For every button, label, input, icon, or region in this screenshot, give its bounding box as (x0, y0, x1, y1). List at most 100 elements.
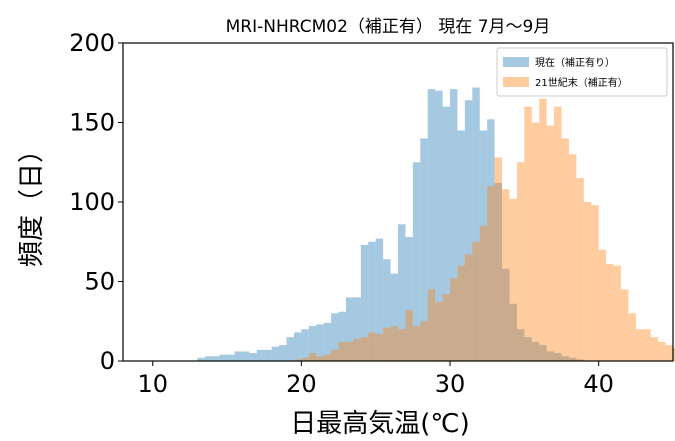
x-tick-label: 40 (583, 370, 614, 398)
bar (472, 241, 480, 361)
x-tick-label: 10 (137, 370, 168, 398)
bar (531, 341, 540, 361)
x-tick-label: 30 (435, 370, 466, 398)
bar (650, 337, 659, 361)
bar (576, 178, 584, 361)
bar (509, 198, 517, 361)
bar (583, 202, 592, 361)
bar (405, 236, 413, 361)
bar (219, 354, 228, 361)
bar (561, 138, 569, 361)
bar (264, 349, 272, 361)
bar (524, 106, 532, 361)
bar (658, 341, 666, 361)
bar (405, 310, 413, 361)
legend-label-current: 現在（補正有り） (535, 56, 615, 69)
bar (249, 353, 257, 361)
bar (293, 332, 302, 361)
bar (316, 324, 324, 361)
bar (375, 238, 384, 361)
bar (383, 259, 391, 361)
bar (464, 254, 473, 361)
bar (450, 278, 458, 361)
bar (628, 313, 636, 361)
bar (353, 297, 361, 361)
bar (308, 353, 317, 361)
bar (368, 241, 376, 361)
bar (442, 294, 451, 361)
chart-title: MRI-NHRCM02（補正有） 現在 7月～9月 (226, 17, 551, 37)
bar (345, 297, 354, 361)
bar (435, 90, 443, 361)
bar (197, 357, 205, 361)
bar (420, 321, 428, 361)
bar (301, 357, 309, 361)
bar (635, 329, 644, 361)
bar (546, 351, 555, 361)
bar (241, 351, 250, 361)
bar (524, 337, 532, 361)
bar (360, 244, 369, 361)
bar (568, 154, 577, 361)
bar (420, 138, 428, 361)
bar (606, 264, 614, 361)
bar (487, 186, 495, 361)
bar (435, 302, 443, 361)
bar (561, 356, 569, 361)
bar (554, 353, 562, 361)
bar (546, 125, 555, 362)
bar (360, 337, 369, 361)
bar (450, 89, 458, 362)
bar (479, 130, 488, 361)
bar (375, 333, 384, 361)
bar (412, 326, 421, 361)
bar (323, 322, 332, 361)
bar (568, 357, 577, 361)
bar (509, 303, 517, 361)
bar (390, 326, 398, 361)
bar (383, 327, 391, 361)
bar (620, 289, 629, 361)
bar (204, 356, 213, 361)
y-tick-label: 0 (100, 347, 115, 375)
bar (516, 162, 525, 361)
bar (457, 265, 465, 361)
bar (271, 346, 280, 361)
bar (457, 130, 465, 361)
bar (494, 182, 503, 361)
bar (331, 349, 339, 361)
bar (539, 98, 547, 362)
bar (338, 311, 346, 361)
series-future-bars (293, 98, 675, 362)
bar (227, 354, 235, 361)
legend-swatch-future (503, 77, 529, 87)
bar (308, 326, 317, 361)
bar (212, 356, 220, 361)
bar (442, 106, 451, 361)
bar (427, 89, 436, 362)
bar (301, 329, 309, 361)
legend: 現在（補正有り） 21世紀末（補正有） (496, 47, 668, 97)
bar (472, 87, 480, 362)
bar (331, 313, 339, 361)
bar (279, 345, 287, 361)
bar (293, 359, 302, 361)
y-tick-label: 200 (69, 29, 115, 57)
bar (398, 329, 406, 361)
bar (487, 119, 495, 361)
y-axis-ticks: 0 50 100 150 200 (69, 29, 123, 375)
legend-box (496, 47, 668, 97)
bar (502, 189, 510, 361)
bar (539, 345, 547, 361)
bar (368, 332, 376, 361)
y-tick-label: 100 (69, 188, 115, 216)
bar (665, 345, 673, 361)
bar (390, 273, 398, 361)
legend-swatch-current (503, 57, 529, 67)
y-tick-label: 50 (84, 268, 115, 296)
x-axis-label: 日最高気温(℃) (290, 409, 470, 439)
x-tick-label: 20 (286, 370, 317, 398)
bar (338, 341, 346, 361)
bar (464, 100, 473, 362)
bar (494, 157, 503, 361)
